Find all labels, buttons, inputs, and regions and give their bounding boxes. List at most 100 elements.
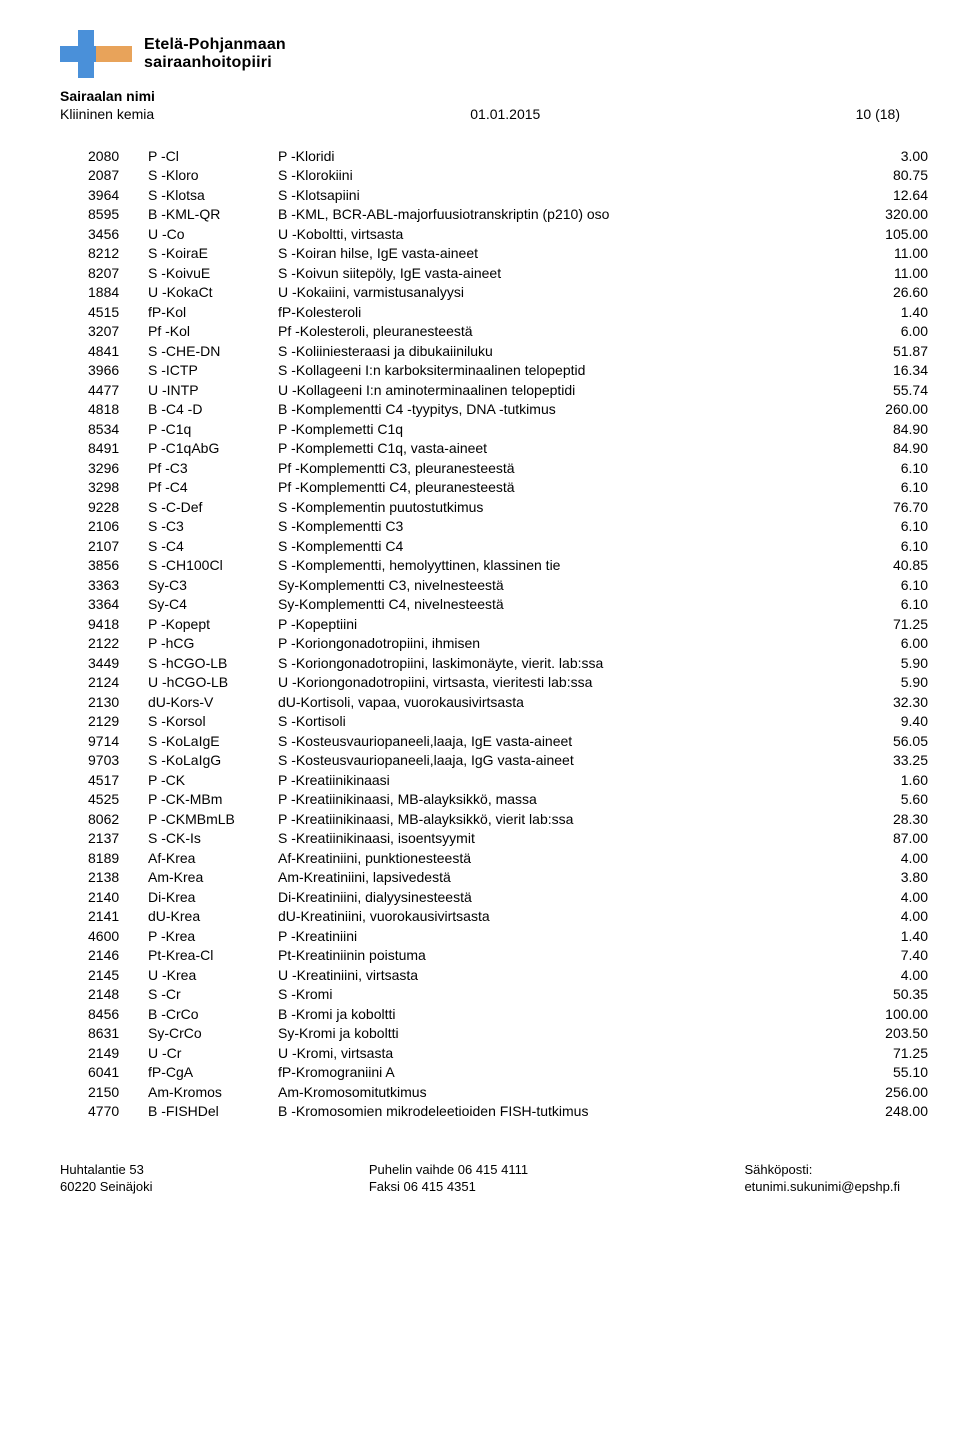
lab-abbr: S -KoiraE xyxy=(148,245,278,265)
table-row: 4477U -INTPU -Kollageeni I:n aminotermin… xyxy=(88,381,928,401)
lab-value: 6.10 xyxy=(848,459,928,479)
table-row: 8212S -KoiraES -Koiran hilse, IgE vasta-… xyxy=(88,245,928,265)
lab-value: 6.00 xyxy=(848,323,928,343)
lab-description: S -Koriongonadotropiini, laskimonäyte, v… xyxy=(278,654,848,674)
lab-description: Pt-Kreatiniinin poistuma xyxy=(278,947,848,967)
lab-abbr: P -Kopept xyxy=(148,615,278,635)
table-row: 3456U -CoU -Koboltti, virtsasta105.00 xyxy=(88,225,928,245)
table-row: 2140Di-KreaDi-Kreatiniini, dialyysineste… xyxy=(88,888,928,908)
table-row: 2122P -hCGP -Koriongonadotropiini, ihmis… xyxy=(88,635,928,655)
lab-code: 2129 xyxy=(88,713,148,733)
lab-abbr: S -Korsol xyxy=(148,713,278,733)
lab-code: 3207 xyxy=(88,323,148,343)
footer-email: Sähköposti: etunimi.sukunimi@epshp.fi xyxy=(744,1162,900,1196)
lab-abbr: Am-Krea xyxy=(148,869,278,889)
lab-code: 3296 xyxy=(88,459,148,479)
lab-code: 2130 xyxy=(88,693,148,713)
lab-value: 1.40 xyxy=(848,927,928,947)
table-row: 2107S -C4S -Komplementti C46.10 xyxy=(88,537,928,557)
lab-abbr: P -Cl xyxy=(148,147,278,167)
lab-value: 100.00 xyxy=(848,1005,928,1025)
lab-value: 1.40 xyxy=(848,303,928,323)
table-row: 2146Pt-Krea-ClPt-Kreatiniinin poistuma7.… xyxy=(88,947,928,967)
lab-description: P -Komplemetti C1q xyxy=(278,420,848,440)
table-row: 2137S -CK-IsS -Kreatiinikinaasi, isoents… xyxy=(88,830,928,850)
lab-code: 4600 xyxy=(88,927,148,947)
lab-value: 6.10 xyxy=(848,537,928,557)
lab-value: 56.05 xyxy=(848,732,928,752)
lab-value: 5.90 xyxy=(848,654,928,674)
lab-code: 3456 xyxy=(88,225,148,245)
lab-value: 6.10 xyxy=(848,479,928,499)
lab-code: 8189 xyxy=(88,849,148,869)
table-row: 8207S -KoivuES -Koivun siitepöly, IgE va… xyxy=(88,264,928,284)
lab-value: 4.00 xyxy=(848,849,928,869)
lab-description: U -Kreatiniini, virtsasta xyxy=(278,966,848,986)
lab-code: 2146 xyxy=(88,947,148,967)
lab-code: 6041 xyxy=(88,1064,148,1084)
lab-code: 3364 xyxy=(88,596,148,616)
lab-description: S -Komplementin puutostutkimus xyxy=(278,498,848,518)
lab-description: S -Komplementti C4 xyxy=(278,537,848,557)
lab-code: 2140 xyxy=(88,888,148,908)
lab-code: 8534 xyxy=(88,420,148,440)
lab-abbr: P -CK-MBm xyxy=(148,791,278,811)
footer-address: Huhtalantie 53 60220 Seinäjoki xyxy=(60,1162,153,1196)
lab-code: 3966 xyxy=(88,362,148,382)
lab-description: P -Kreatiinikinaasi, MB-alayksikkö, vier… xyxy=(278,810,848,830)
table-row: 2130dU-Kors-VdU-Kortisoli, vapaa, vuorok… xyxy=(88,693,928,713)
lab-value: 11.00 xyxy=(848,245,928,265)
lab-code: 2080 xyxy=(88,147,148,167)
lab-description: B -Kromi ja koboltti xyxy=(278,1005,848,1025)
lab-description: U -Koboltti, virtsasta xyxy=(278,225,848,245)
table-row: 4525P -CK-MBmP -Kreatiinikinaasi, MB-ala… xyxy=(88,791,928,811)
lab-code: 4517 xyxy=(88,771,148,791)
lab-description: Am-Kromosomitutkimus xyxy=(278,1083,848,1103)
lab-code: 3298 xyxy=(88,479,148,499)
lab-code: 9228 xyxy=(88,498,148,518)
lab-abbr: U -INTP xyxy=(148,381,278,401)
lab-abbr: S -Klotsa xyxy=(148,186,278,206)
lab-description: U -Kokaiini, varmistusanalyysi xyxy=(278,284,848,304)
lab-abbr: fP-CgA xyxy=(148,1064,278,1084)
hospital-logo: Etelä-Pohjanmaan sairaanhoitopiiri xyxy=(60,30,286,78)
lab-code: 2145 xyxy=(88,966,148,986)
lab-abbr: S -KoLaIgG xyxy=(148,752,278,772)
header-page: x 10 (18) xyxy=(856,88,900,123)
table-row: 8062P -CKMBmLBP -Kreatiinikinaasi, MB-al… xyxy=(88,810,928,830)
lab-abbr: S -CHE-DN xyxy=(148,342,278,362)
logo-text: Etelä-Pohjanmaan sairaanhoitopiiri xyxy=(144,36,286,71)
lab-code: 3856 xyxy=(88,557,148,577)
lab-code: 2106 xyxy=(88,518,148,538)
email-value: etunimi.sukunimi@epshp.fi xyxy=(744,1179,900,1196)
table-row: 9418P -KopeptP -Kopeptiini71.25 xyxy=(88,615,928,635)
lab-code: 4477 xyxy=(88,381,148,401)
table-row: 8534P -C1qP -Komplemetti C1q84.90 xyxy=(88,420,928,440)
lab-abbr: U -Krea xyxy=(148,966,278,986)
lab-description: Sy-Komplementti C3, nivelnesteestä xyxy=(278,576,848,596)
lab-description: S -Kromi xyxy=(278,986,848,1006)
lab-description: U -Kromi, virtsasta xyxy=(278,1044,848,1064)
table-row: 6041fP-CgAfP-Kromograniini A55.10 xyxy=(88,1064,928,1084)
lab-description: Di-Kreatiniini, dialyysinesteestä xyxy=(278,888,848,908)
lab-code: 2150 xyxy=(88,1083,148,1103)
lab-abbr: B -FISHDel xyxy=(148,1103,278,1123)
lab-value: 84.90 xyxy=(848,440,928,460)
table-row: 3363Sy-C3Sy-Komplementti C3, nivelnestee… xyxy=(88,576,928,596)
lab-value: 6.10 xyxy=(848,596,928,616)
table-row: 2141dU-KreadU-Kreatiniini, vuorokausivir… xyxy=(88,908,928,928)
lab-description: Pf -Kolesteroli, pleuranesteestä xyxy=(278,323,848,343)
lab-code: 3449 xyxy=(88,654,148,674)
header-left: Sairaalan nimi Kliininen kemia xyxy=(60,88,155,123)
lab-value: 3.00 xyxy=(848,147,928,167)
lab-code: 2137 xyxy=(88,830,148,850)
table-row: 3964S -KlotsaS -Klotsapiini12.64 xyxy=(88,186,928,206)
lab-description: S -Kosteusvauriopaneeli,laaja, IgE vasta… xyxy=(278,732,848,752)
table-row: 4517P -CKP -Kreatiinikinaasi1.60 xyxy=(88,771,928,791)
header-date: x 01.01.2015 xyxy=(470,88,540,123)
table-row: 3364Sy-C4Sy-Komplementti C4, nivelnestee… xyxy=(88,596,928,616)
lab-value: 4.00 xyxy=(848,888,928,908)
lab-description: S -Komplementti, hemolyyttinen, klassine… xyxy=(278,557,848,577)
table-row: 2148S -CrS -Kromi50.35 xyxy=(88,986,928,1006)
lab-description: Sy-Kromi ja koboltti xyxy=(278,1025,848,1045)
